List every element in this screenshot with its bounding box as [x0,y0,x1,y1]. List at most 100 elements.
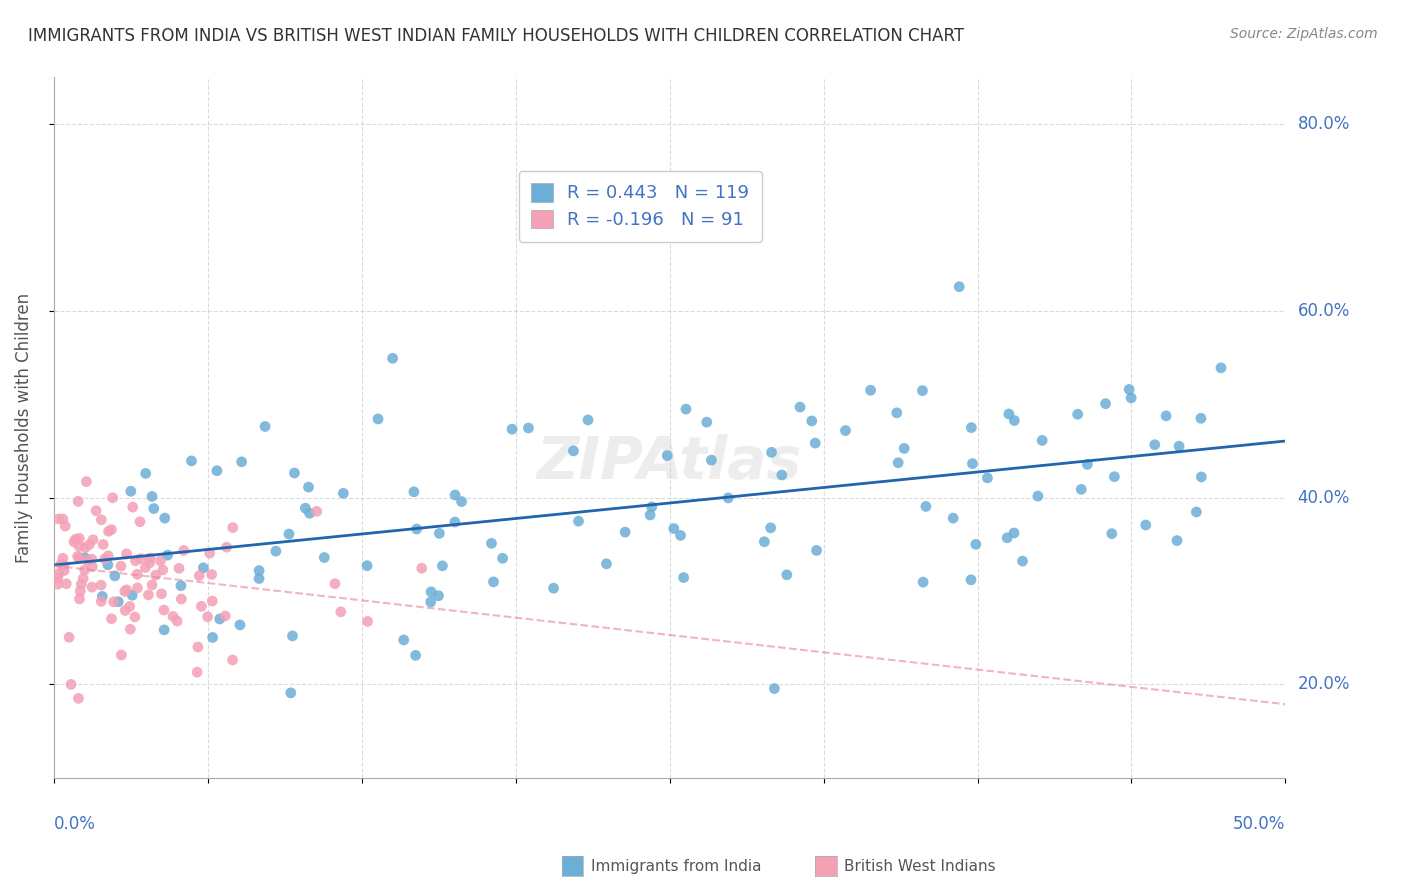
Point [124,554,146,568]
Point [1189,411,1212,425]
Point [114,584,136,599]
Point [67,550,90,565]
Point [73,563,96,577]
Text: IMMIGRANTS FROM INDIA VS BRITISH WEST INDIAN FAMILY HOUSEHOLDS WITH CHILDREN COR: IMMIGRANTS FROM INDIA VS BRITISH WEST IN… [28,27,965,45]
Point [167,561,190,575]
Point [298,506,321,520]
Point [48,566,70,581]
Point [576,413,599,427]
Point [482,574,505,589]
Point [911,384,934,398]
Point [214,608,236,623]
Point [138,556,160,570]
Point [1135,518,1157,533]
Point [247,572,270,586]
Point [1002,525,1025,540]
Point [70,577,93,591]
Point [887,456,910,470]
Point [662,522,685,536]
Point [114,603,136,617]
Point [329,605,352,619]
Text: 20.0%: 20.0% [1298,675,1350,693]
Point [1121,391,1143,405]
Point [247,564,270,578]
Point [60,677,83,691]
Point [145,568,167,582]
Point [153,511,176,525]
Point [76,553,98,567]
Point [657,449,679,463]
Point [53,519,76,533]
Point [156,548,179,562]
Point [481,536,503,550]
Point [97,549,120,563]
Point [103,595,125,609]
Point [127,581,149,595]
Point [1076,458,1098,472]
Point [53,564,76,578]
Point [675,402,697,417]
Point [118,599,141,614]
Point [79,538,101,552]
Point [1185,505,1208,519]
Point [1166,533,1188,548]
Point [53,558,76,573]
Point [915,500,938,514]
Point [1031,434,1053,448]
Point [142,501,165,516]
Point [789,400,811,414]
Point [278,527,301,541]
Text: 80.0%: 80.0% [1298,115,1350,133]
Point [427,589,450,603]
Point [1002,413,1025,427]
Point [222,520,245,534]
Point [138,588,160,602]
Text: British West Indians: British West Indians [844,859,995,874]
Point [121,500,143,514]
Point [152,563,174,577]
Point [188,568,211,582]
Point [73,550,96,565]
Point [834,424,856,438]
Text: 60.0%: 60.0% [1298,301,1350,320]
Point [297,480,319,494]
Point [72,572,94,586]
Point [153,603,176,617]
Point [1070,483,1092,497]
Point [696,415,718,429]
Point [48,512,70,526]
Point [135,467,157,481]
Point [960,573,983,587]
Point [100,523,122,537]
Point [1154,409,1177,423]
Text: 50.0%: 50.0% [1233,815,1285,833]
Point [49,558,72,572]
Point [562,443,585,458]
Point [444,488,467,502]
Point [231,455,253,469]
Point [221,653,243,667]
Point [806,543,828,558]
Point [100,612,122,626]
Point [129,515,152,529]
Point [669,528,692,542]
Point [893,442,915,456]
Point [107,595,129,609]
Point [1209,360,1232,375]
Point [717,491,740,505]
Point [332,486,354,500]
Point [1066,407,1088,421]
Point [46,577,69,591]
Point [672,570,695,584]
Point [381,351,404,366]
Point [67,494,90,508]
Text: 40.0%: 40.0% [1298,489,1350,507]
Point [187,640,209,654]
Point [912,575,935,590]
Point [127,567,149,582]
Point [770,467,793,482]
Point [90,594,112,608]
Point [97,524,120,539]
Point [52,512,75,526]
Point [432,558,454,573]
